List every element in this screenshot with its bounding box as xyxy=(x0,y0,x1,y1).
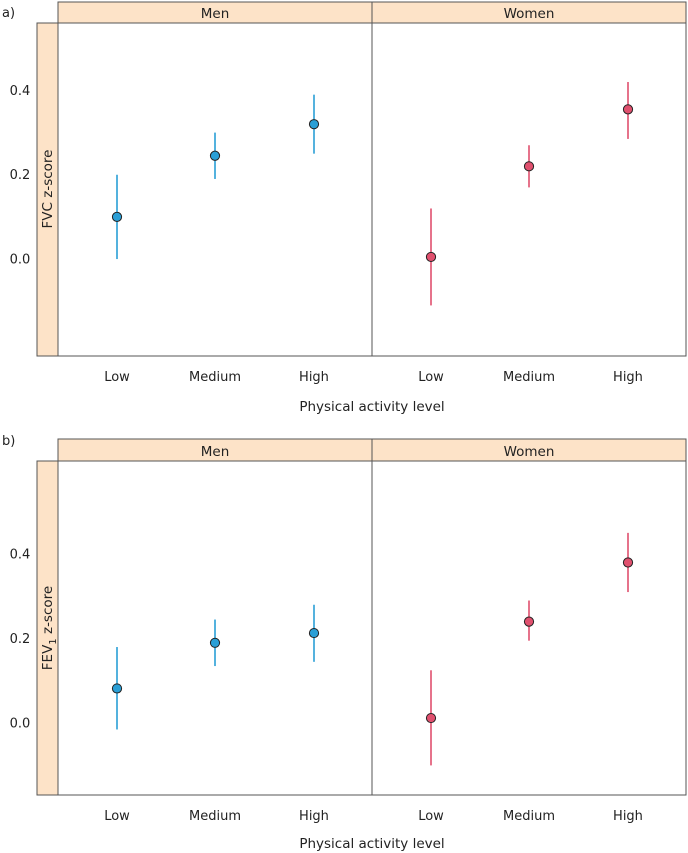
panel-b-strip-label-men: Men xyxy=(201,444,230,460)
panel-b-xtick-label-women-low: Low xyxy=(418,809,444,824)
panel-b-xtick-label-women-high: High xyxy=(613,809,643,824)
panel-b-men-point-medium xyxy=(209,637,221,648)
panel-b-xtick-label-men-low: Low xyxy=(104,809,130,824)
panel-b-strip-label-women: Women xyxy=(504,444,555,460)
panel-b-women-point-medium xyxy=(523,616,535,627)
panel-b-ylabel-subscript: 1 xyxy=(48,638,59,644)
panel-a-xlabel: Physical activity level xyxy=(299,399,444,415)
panel-a-ytick-label: 0.2 xyxy=(10,168,31,183)
panel-b-men-point-low xyxy=(111,683,123,694)
panel-a: a) Men Women FVC z-score 0.0 0.2 0.4 Low… xyxy=(2,1,687,415)
panel-b-xtick-label-men-high: High xyxy=(299,809,329,824)
panel-a-xtick-label-women-low: Low xyxy=(418,370,444,385)
panel-a-xtick-label-men-medium: Medium xyxy=(189,370,241,385)
panel-b-ytick-label: 0.4 xyxy=(10,548,31,563)
panel-b-series-women xyxy=(425,532,634,766)
panel-a-letter: a) xyxy=(2,6,15,21)
panel-a-women-point-low xyxy=(425,251,437,263)
panel-a-ylabel: FVC z-score xyxy=(40,150,56,229)
panel-b-men-point-high xyxy=(308,627,320,639)
panel-a-ytick-label: 0.4 xyxy=(10,84,31,99)
panel-a-women-point-medium xyxy=(523,161,535,172)
panel-a-strip-label-women: Women xyxy=(504,6,555,22)
panel-a-plot-frame-women xyxy=(371,22,687,357)
panel-b: b) Men Women FEV1 z-score 0.0 0.2 0.4 Lo… xyxy=(2,434,687,852)
panel-a-ytick-label: 0.0 xyxy=(10,253,31,268)
panel-a-xtick-label-men-high: High xyxy=(299,370,329,385)
panel-b-plot-frame-women xyxy=(371,460,687,796)
panel-a-plot-frame-men xyxy=(57,22,373,357)
panel-a-series-women xyxy=(425,82,634,306)
panel-b-ytick-label: 0.2 xyxy=(10,632,31,647)
panel-a-men-point-medium xyxy=(209,150,221,161)
panel-a-women-point-high xyxy=(622,104,634,115)
panel-b-xlabel: Physical activity level xyxy=(299,836,444,852)
panel-a-xtick-label-women-high: High xyxy=(613,370,643,385)
panel-b-series-men xyxy=(111,604,320,730)
panel-a-men-point-low xyxy=(111,211,123,222)
panel-a-xtick-label-men-low: Low xyxy=(104,370,130,385)
panel-b-ytick-label: 0.0 xyxy=(10,717,31,732)
panel-b-xtick-label-women-medium: Medium xyxy=(503,809,555,824)
panel-a-men-point-high xyxy=(308,119,320,130)
panel-b-ylabel: FEV1 z-score xyxy=(40,586,59,670)
panel-b-letter: b) xyxy=(2,434,15,449)
panel-b-xtick-label-men-medium: Medium xyxy=(189,809,241,824)
panel-b-women-point-high xyxy=(622,557,634,568)
panel-a-strip-label-men: Men xyxy=(201,6,230,22)
panel-a-series-men xyxy=(111,94,320,260)
panel-b-women-point-low xyxy=(425,712,437,724)
panel-a-xtick-label-women-medium: Medium xyxy=(503,370,555,385)
